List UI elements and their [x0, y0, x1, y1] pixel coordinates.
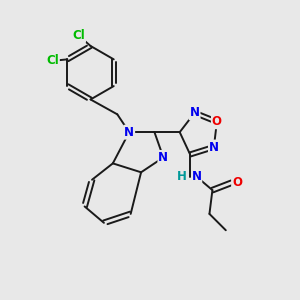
Text: H: H: [177, 170, 187, 183]
Text: N: N: [124, 126, 134, 139]
Text: N: N: [192, 170, 202, 183]
Text: N: N: [209, 140, 219, 154]
Text: O: O: [212, 115, 222, 128]
Text: O: O: [232, 176, 242, 189]
Text: N: N: [158, 151, 168, 164]
Text: Cl: Cl: [46, 54, 59, 67]
Text: Cl: Cl: [72, 29, 85, 42]
Text: N: N: [190, 106, 200, 119]
